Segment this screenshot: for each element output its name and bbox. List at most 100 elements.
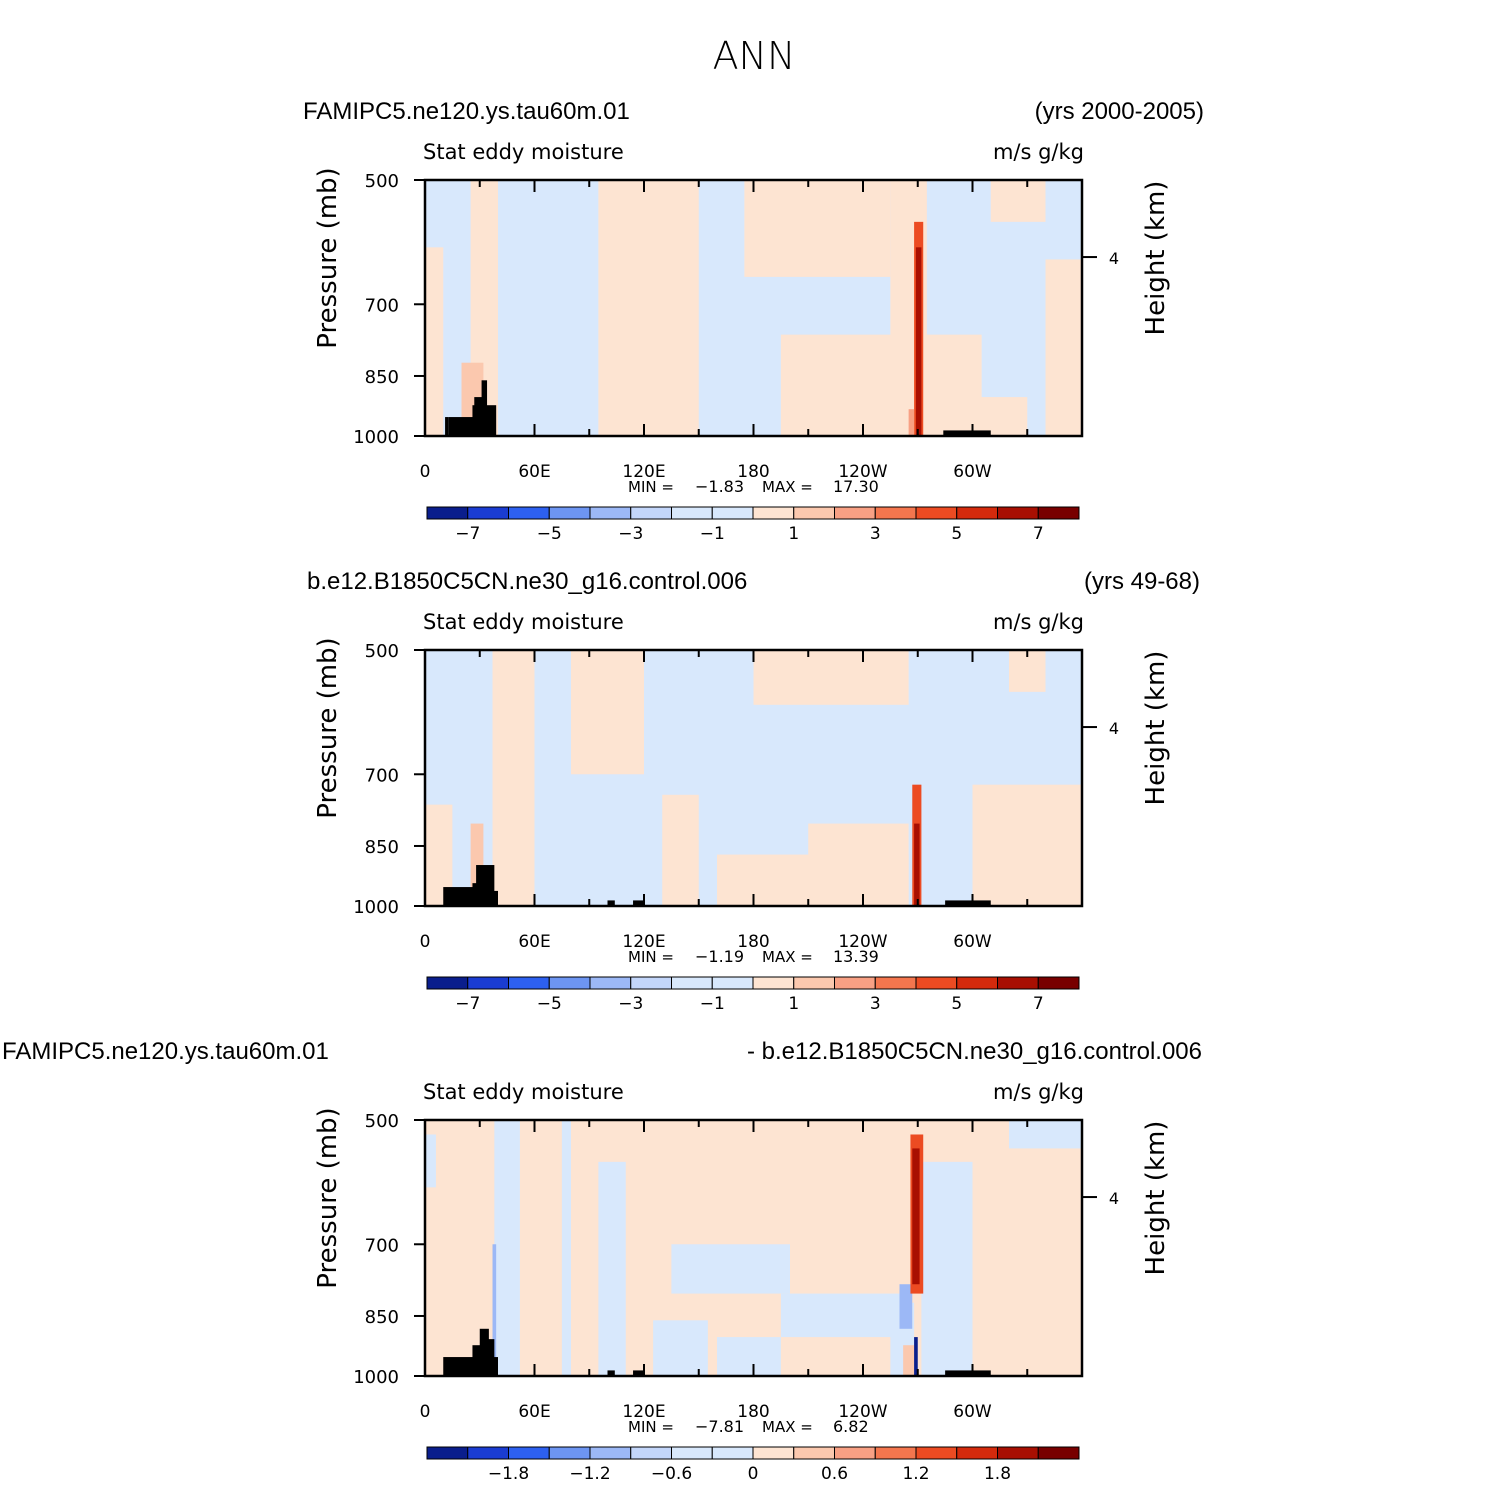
colorbar-label: 1.2 xyxy=(902,1464,929,1484)
field-region xyxy=(780,1293,900,1338)
panel-subtitle: Stat eddy moisture xyxy=(423,610,624,634)
field-region xyxy=(598,180,699,436)
colorbar-bin xyxy=(426,506,469,520)
colorbar-bin xyxy=(1037,976,1080,990)
x-tick-label: 120E xyxy=(622,462,665,482)
field-region xyxy=(908,409,915,436)
colorbar-bin xyxy=(752,976,795,990)
field-region xyxy=(425,1134,436,1188)
y-tick-label: 850 xyxy=(365,837,399,858)
topography-mask xyxy=(472,1345,484,1376)
topography-mask xyxy=(607,900,615,906)
colorbar-bin xyxy=(548,506,591,520)
panel2-case-right: (yrs 49-68) xyxy=(1083,568,1200,595)
colorbar-bin xyxy=(1037,506,1080,520)
y-right-axis-label: Height (km) xyxy=(1141,651,1171,806)
colorbar-label: −5 xyxy=(537,524,562,544)
colorbar-bin xyxy=(508,1446,550,1460)
y-tick-label: 700 xyxy=(365,765,399,786)
colorbar-bin xyxy=(548,1446,591,1460)
colorbar-label: −1 xyxy=(700,994,725,1014)
field-region xyxy=(494,1120,520,1376)
colorbar-bin xyxy=(956,1446,998,1460)
colorbar-bin xyxy=(508,976,550,990)
y-tick-label: 500 xyxy=(365,171,399,192)
x-tick-label: 120E xyxy=(622,932,665,952)
min-label: MIN = xyxy=(628,948,674,966)
colorbar-label: 1.8 xyxy=(984,1464,1011,1484)
x-tick-label: 0 xyxy=(420,1402,431,1422)
colorbar-bin xyxy=(508,506,550,520)
panel-1: Stat eddy moisture m/s g/kg 0 60E 120E 180 120… xyxy=(313,140,1171,544)
topography-mask xyxy=(607,1370,615,1376)
colorbar: −7 −5 −3 −1 1 3 5 7 xyxy=(426,976,1080,1014)
field-region xyxy=(492,650,535,906)
topography-mask xyxy=(633,900,644,906)
field-region xyxy=(653,1320,708,1376)
x-tick-label: 180 xyxy=(737,462,769,482)
topography-mask xyxy=(945,900,991,906)
colorbar-bin xyxy=(589,976,632,990)
topography-mask xyxy=(448,417,475,436)
field-region xyxy=(561,1120,571,1376)
topography-mask xyxy=(481,380,488,436)
topography-mask xyxy=(945,1370,991,1376)
x-tick-label: 120W xyxy=(838,1402,887,1422)
colorbar-bin xyxy=(711,506,754,520)
y-tick-label: 1000 xyxy=(353,427,399,448)
field-region xyxy=(671,1244,790,1294)
colorbar-bin xyxy=(589,506,632,520)
colorbar-bin xyxy=(834,1446,876,1460)
field-region xyxy=(662,794,699,906)
colorbar-bin xyxy=(997,976,1039,990)
panel-1-field xyxy=(425,180,1082,436)
min-value: −7.81 xyxy=(695,1417,744,1436)
colorbar-bin xyxy=(467,506,509,520)
y-right-tick-label: 4 xyxy=(1109,249,1119,268)
panel-units: m/s g/kg xyxy=(993,610,1084,634)
field-region xyxy=(915,247,922,436)
colorbar-bin xyxy=(874,506,917,520)
field-region xyxy=(598,1161,626,1376)
field-region xyxy=(492,1244,497,1376)
y-tick-label: 1000 xyxy=(353,897,399,918)
y-tick-label: 1000 xyxy=(353,1367,399,1388)
min-value: −1.83 xyxy=(695,477,744,496)
colorbar-bin xyxy=(671,1446,713,1460)
max-value: 6.82 xyxy=(833,1417,869,1436)
colorbar-label: −1.2 xyxy=(569,1464,610,1484)
topography-mask xyxy=(445,417,449,436)
colorbar-label: 1 xyxy=(788,994,799,1014)
colorbar-label: −3 xyxy=(618,994,643,1014)
colorbar-label: 0.6 xyxy=(821,1464,848,1484)
colorbar-label: 7 xyxy=(1033,994,1044,1014)
colorbar-bin xyxy=(671,506,713,520)
field-region xyxy=(425,247,444,436)
colorbar-bin xyxy=(426,1446,469,1460)
colorbar: −7 −5 −3 −1 1 3 5 7 xyxy=(426,506,1080,544)
field-region xyxy=(744,180,891,277)
x-tick-label: 60W xyxy=(953,462,992,482)
max-label: MAX = xyxy=(762,478,813,496)
y-right-tick-label: 4 xyxy=(1109,719,1119,738)
topography-mask xyxy=(485,405,497,436)
max-label: MAX = xyxy=(762,948,813,966)
y-right-axis-label: Height (km) xyxy=(1141,181,1171,336)
field-region xyxy=(972,784,1082,906)
topography-mask xyxy=(488,1357,498,1376)
colorbar-bin xyxy=(426,976,469,990)
colorbar-label: −5 xyxy=(537,994,562,1014)
panel-2-field xyxy=(425,650,1082,906)
panel3-case-right: - b.e12.B1850C5CN.ne30_g16.control.006 xyxy=(747,1038,1202,1065)
x-tick-label: 180 xyxy=(737,1402,769,1422)
colorbar-bin xyxy=(956,976,998,990)
colorbar-bin xyxy=(467,1446,509,1460)
x-tick-label: 60E xyxy=(518,1402,550,1422)
field-region xyxy=(990,180,1046,222)
colorbar-bin xyxy=(630,976,672,990)
figure-title: ANN xyxy=(712,34,796,78)
max-label: MAX = xyxy=(762,1418,813,1436)
colorbar-bin xyxy=(834,976,876,990)
